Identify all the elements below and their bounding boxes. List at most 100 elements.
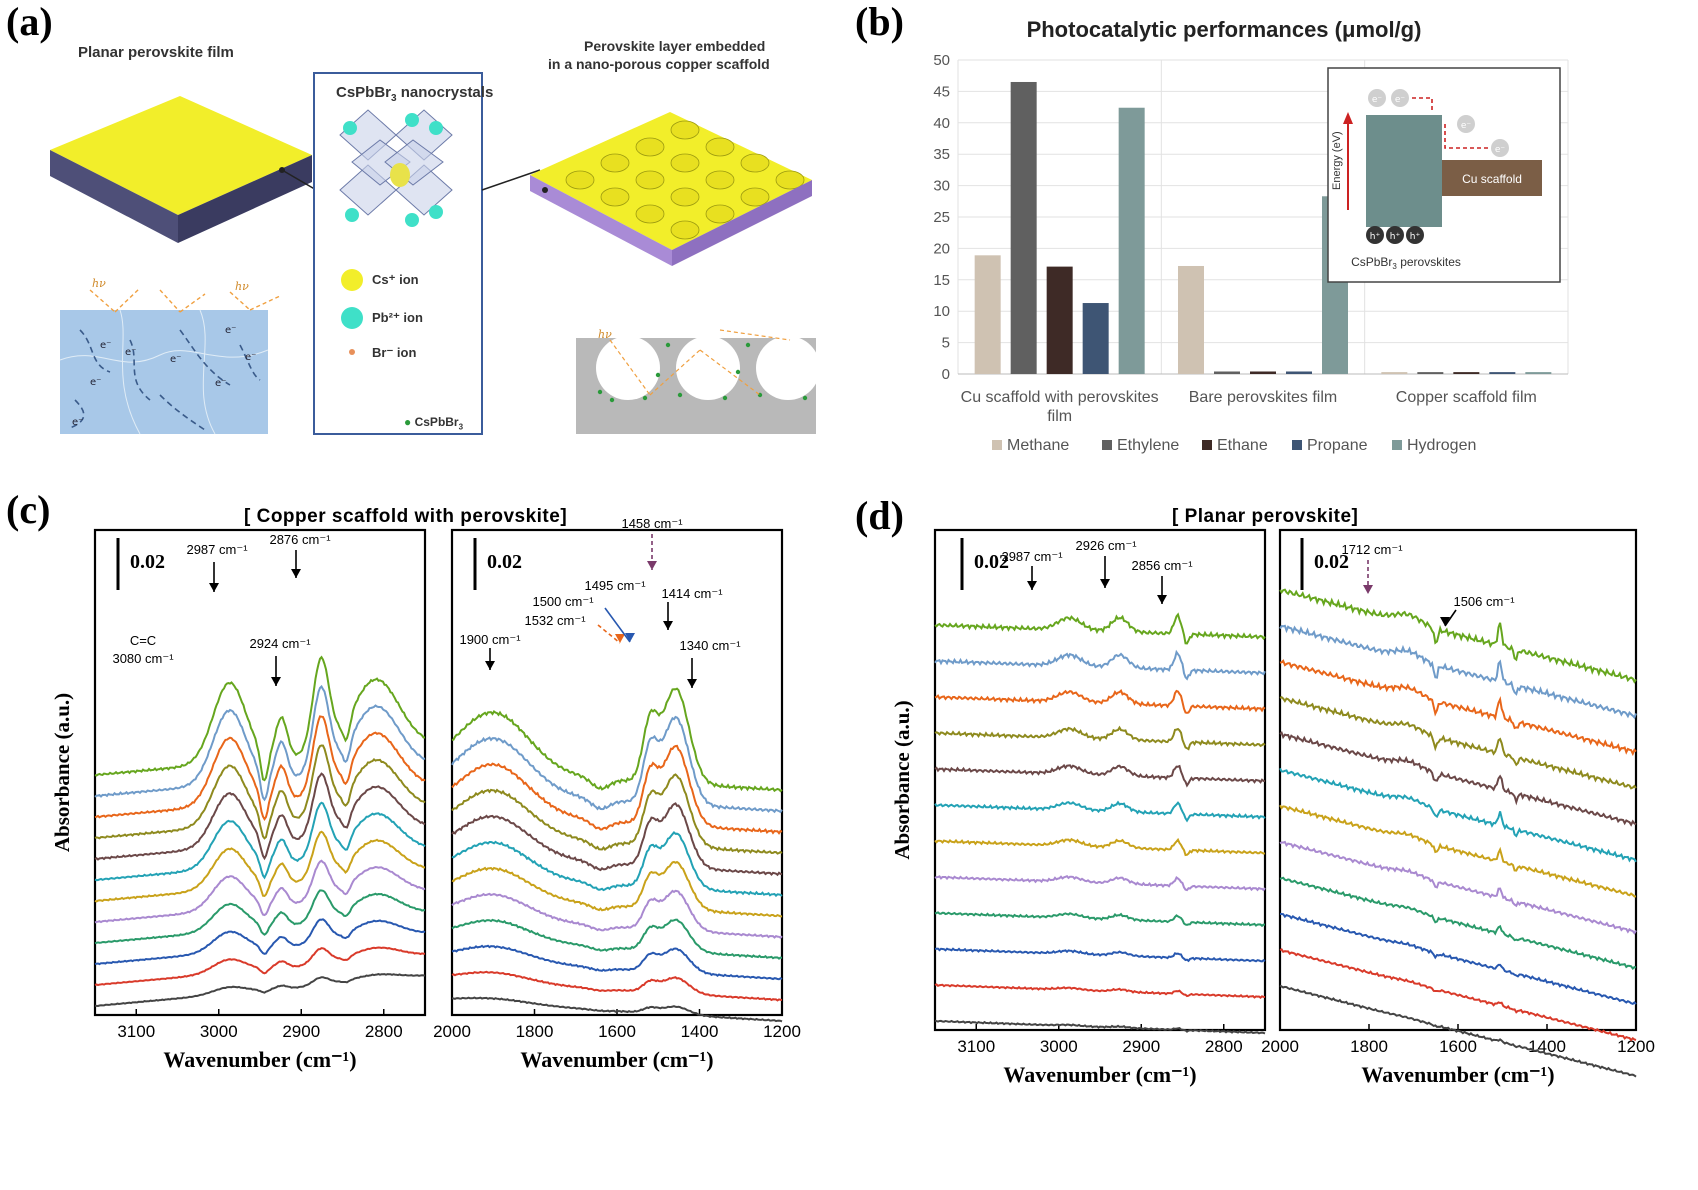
- planar-film-side-left: [50, 150, 178, 243]
- panel-b-letter: (b): [855, 0, 904, 44]
- x-tick-label: 3000: [1040, 1037, 1078, 1056]
- legend-label: Ethane: [1217, 437, 1268, 454]
- spectrum-trace: [94, 918, 426, 966]
- inset-hole-label: h⁺: [1410, 232, 1421, 242]
- bar-propane: [1489, 372, 1516, 374]
- spectrum-trace: [94, 744, 426, 840]
- x-axis-label: Wavenumber (cm⁻¹): [163, 1047, 356, 1072]
- spectrum-trace: [934, 1019, 1266, 1035]
- x-tick-label: 1800: [516, 1022, 554, 1041]
- panel-d-letter: (d): [855, 493, 904, 538]
- legend-cs-ion: Cs⁺ ion: [372, 272, 419, 287]
- panel-d-title: [ Planar perovskite]: [1172, 506, 1359, 527]
- spectrum-trace: [934, 911, 1265, 928]
- spectrum-trace: [934, 763, 1266, 788]
- inset-diagram: Cu scaffold Energy (eV) e⁻ e⁻ e⁻ e⁻ h⁺ h⁺ h⁺ CsPb…: [1327, 67, 1561, 283]
- spectrum-trace: [451, 744, 783, 835]
- spectrum-trace: [451, 860, 783, 918]
- inset-cu-label: Cu scaffold: [1462, 172, 1522, 186]
- legend-swatch: [1202, 440, 1212, 450]
- inset-hole-label: h⁺: [1390, 232, 1401, 242]
- spectrum-trace: [94, 946, 426, 987]
- spectrum-trace: [94, 889, 426, 945]
- x-tick-label: 1600: [1439, 1037, 1477, 1056]
- spectrum-trace: [94, 655, 426, 782]
- spectrum-trace: [94, 830, 426, 903]
- legend-label: Propane: [1307, 437, 1368, 454]
- annotation-arrowhead: [1157, 595, 1167, 604]
- spectrum-trace: [451, 715, 783, 814]
- y-tick-label: 50: [933, 52, 950, 69]
- spectrum-trace: [451, 918, 783, 960]
- x-tick-label: film: [1047, 408, 1072, 425]
- x-axis-label: Wavenumber (cm⁻¹): [1361, 1062, 1554, 1087]
- electron-label: e⁻: [170, 354, 181, 365]
- spectrum-trace: [451, 687, 783, 793]
- legend-swatch: [992, 440, 1002, 450]
- spectrum-trace: [451, 996, 783, 1023]
- annotation-arrowhead: [209, 583, 219, 592]
- spectrum-trace: [934, 725, 1266, 751]
- legend-br-ion: Br⁻ ion: [372, 345, 417, 360]
- x-tick-label: 2900: [1122, 1037, 1160, 1056]
- x-tick-label: 2000: [1261, 1037, 1299, 1056]
- inset-perovskite-block: [1366, 115, 1442, 227]
- bar-chart: Photocatalytic performances (μmol/g) 0 5 10…: [933, 17, 1569, 454]
- electron-label: e⁻: [90, 377, 101, 388]
- annotation-label: C=C: [130, 633, 156, 648]
- y-tick-label: 25: [933, 209, 950, 226]
- inset-electron-label: e⁻: [1461, 121, 1472, 131]
- bar-hydrogen: [1525, 372, 1552, 374]
- bar-ethane: [1453, 372, 1480, 374]
- x-axis-label: Wavenumber (cm⁻¹): [520, 1047, 713, 1072]
- spectrum-trace: [1279, 696, 1637, 790]
- spectrum-trace: [1279, 767, 1637, 863]
- scale-bar-label: 0.02: [130, 551, 165, 573]
- bar-ethylene: [1417, 372, 1444, 374]
- plot-frame: [933, 528, 1267, 1032]
- bar-methane: [1178, 265, 1204, 374]
- planar-film-side-right: [178, 155, 312, 243]
- x-tick-label: 3100: [957, 1037, 995, 1056]
- y-tick-label: 15: [933, 272, 950, 289]
- spectrum-trace: [934, 837, 1266, 857]
- nanocrystal-title: CsPbBr3 nanocrystals: [336, 84, 494, 104]
- y-tick-label: 10: [933, 303, 950, 320]
- panel-a-letter: (a): [6, 0, 53, 44]
- y-tick-label: 5: [942, 335, 950, 352]
- chart-title: Photocatalytic performances (μmol/g): [1027, 17, 1422, 42]
- spectrum-trace: [1279, 840, 1637, 935]
- spectrum-trace: [451, 944, 783, 981]
- electron-label: e⁻: [215, 378, 226, 389]
- x-tick-label: 2000: [433, 1022, 471, 1041]
- annotation-arrowhead: [271, 677, 281, 686]
- electron-label: e⁻: [125, 347, 136, 358]
- inset-electron: [1457, 115, 1475, 133]
- spectrum-trace: [934, 612, 1266, 645]
- x-tick-label: 3000: [200, 1022, 238, 1041]
- scaffold-side-right: [672, 180, 812, 266]
- hv-label: hν: [598, 328, 612, 341]
- planar-film-top: [50, 96, 312, 215]
- inset-electron-label: e⁻: [1372, 95, 1383, 105]
- panel-c-title: [ Copper scaffold with perovskite]: [244, 506, 568, 527]
- spectrum-trace: [934, 983, 1266, 1000]
- y-axis-label: Absorbance (a.u.): [50, 693, 74, 852]
- annotation-label: 1506 cm⁻¹: [1453, 594, 1515, 609]
- inset-electron-label: e⁻: [1395, 95, 1406, 105]
- annotation-arrowhead: [1100, 579, 1110, 588]
- inset-hole: [1386, 226, 1404, 244]
- inset-cu-block: [1442, 160, 1542, 196]
- y-tick-label: 40: [933, 115, 950, 132]
- annotation-label: 1900 cm⁻¹: [459, 632, 521, 647]
- spectrum-trace: [934, 649, 1266, 681]
- x-tick-label: 2900: [282, 1022, 320, 1041]
- spectrum-trace: [451, 830, 783, 898]
- spectrum-trace: [934, 947, 1266, 963]
- inset-perovskite-label: CsPbBr3 perovskites: [1351, 255, 1461, 271]
- annotation-arrowhead: [1027, 581, 1037, 590]
- annotation-label: 1495 cm⁻¹: [584, 578, 646, 593]
- inset-hole: [1406, 226, 1424, 244]
- legend-cspbbr3: ● CsPbBr3: [404, 415, 464, 432]
- bar-ethylene: [1214, 371, 1240, 374]
